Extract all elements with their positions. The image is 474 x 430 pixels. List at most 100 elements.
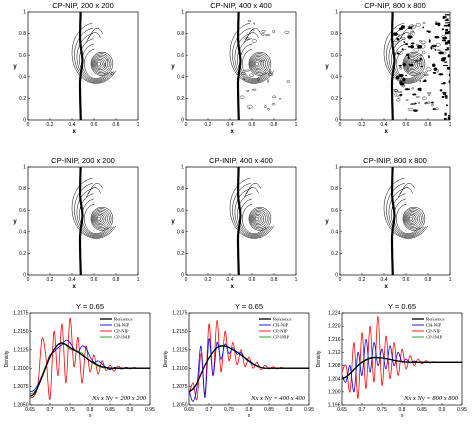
spurious-contour: [447, 31, 450, 34]
shock-front: [390, 167, 396, 275]
x-tick-label: 0: [27, 277, 30, 283]
spurious-contour: [242, 77, 246, 80]
y-tick-label: 1.224: [328, 311, 341, 317]
spurious-contour: [434, 35, 440, 39]
contour-panel-title: CP-INIP, 200 x 200: [51, 156, 115, 165]
wake-contour: [388, 188, 425, 237]
spurious-contour: [420, 44, 426, 49]
vortex-contour: [248, 51, 272, 76]
spurious-contour: [400, 25, 405, 29]
y-tick-label: 0.4: [19, 74, 26, 80]
y-tick-label: 0: [181, 273, 184, 279]
spurious-contour: [439, 89, 443, 92]
legend-label: Reference: [273, 317, 292, 322]
vortex-contour: [407, 58, 417, 69]
x-tick-label: 0.7: [206, 407, 213, 413]
spurious-contour: [286, 80, 290, 83]
spurious-contour: [442, 82, 446, 84]
upper-lobe: [244, 187, 259, 198]
spurious-contour: [279, 98, 282, 100]
y-tick-label: 0.4: [177, 229, 184, 235]
wake-contour: [239, 43, 267, 80]
spurious-contour: [407, 26, 414, 28]
vortex-contour: [254, 216, 259, 221]
panel-frame: [339, 166, 451, 276]
x-tick-label: 0.65: [337, 407, 347, 413]
spurious-contour: [397, 95, 402, 98]
series-group: [342, 315, 462, 399]
x-tick-label: 1: [449, 277, 452, 283]
spurious-contour: [398, 73, 404, 78]
shock-front: [78, 12, 84, 120]
y-tick-label: 0.2: [177, 251, 184, 257]
spurious-contour: [414, 102, 417, 105]
x-tick-label: 0.9: [439, 407, 446, 413]
contour-lines: [229, 167, 275, 275]
x-axis-label: x: [89, 413, 92, 419]
spurious-contour: [401, 48, 404, 51]
x-tick-label: 0.7: [47, 407, 54, 413]
vortex-contour: [96, 216, 101, 221]
series-line-reference: [30, 342, 150, 397]
wake-contour: [234, 188, 271, 237]
shock-front: [78, 167, 84, 275]
wake-contour: [386, 182, 427, 238]
spurious-contour: [443, 24, 449, 27]
spurious-contour: [251, 88, 257, 91]
vortex-contour: [253, 215, 261, 223]
shock-front: [390, 12, 396, 120]
x-tick-label: 0.7: [359, 407, 366, 413]
spurious-contour: [410, 42, 415, 45]
grid-size-annotation: Nx x Ny = 200 x 200: [91, 395, 147, 402]
wake-contour: [242, 203, 265, 234]
x-tick-label: 0.6: [403, 122, 410, 128]
x-tick-label: 0: [339, 122, 342, 128]
spurious-contour: [272, 95, 277, 99]
y-tick-label: 0.6: [177, 208, 184, 214]
y-tick-label: 1.212: [328, 350, 341, 356]
x-tick-label: 0.85: [417, 407, 427, 413]
vortex-contour: [251, 211, 266, 227]
wake-contour: [79, 38, 111, 81]
spurious-contour: [404, 88, 411, 91]
y-tick-label: 1.204: [328, 376, 341, 382]
y-tick-label: 0.8: [177, 31, 184, 37]
legend-label: CH-NIP: [114, 323, 130, 328]
series-line-ch-nip: [342, 338, 462, 393]
vortex-contour: [94, 57, 107, 71]
legend-label: Reference: [114, 317, 133, 322]
spurious-contour: [434, 22, 439, 26]
y-tick-label: 1.2150: [13, 329, 29, 335]
panel-frame: [339, 11, 451, 121]
vortex-contour: [91, 208, 112, 230]
vortex-contour: [248, 206, 272, 231]
spurious-contour: [394, 53, 397, 56]
wake-contour: [74, 182, 115, 238]
spurious-contour: [444, 14, 450, 16]
wake-contour: [386, 27, 427, 83]
wake-contour: [71, 22, 117, 84]
spurious-contour: [396, 98, 401, 102]
x-tick-label: 0: [27, 122, 30, 128]
x-tick-label: 0.85: [105, 407, 115, 413]
spurious-contour: [241, 72, 246, 75]
contour-panel: CP-NIP, 800 x 800 0 0.2 0.4 0.6 0.8 1 0 0.2 0.4 0.…: [325, 1, 451, 135]
spurious-contour: [445, 22, 450, 24]
x-tick-label: 0.8: [399, 407, 406, 413]
contour-lines: [229, 12, 290, 120]
spurious-contour: [406, 69, 409, 72]
spurious-contour: [419, 57, 423, 61]
x-axis-label: x: [231, 129, 235, 135]
spurious-contour: [251, 29, 255, 32]
series-line-cp-nip: [342, 315, 462, 399]
vortex-contour: [406, 57, 419, 71]
spurious-contour: [435, 21, 438, 23]
spurious-contour: [438, 73, 444, 76]
spurious-contour: [422, 96, 427, 100]
spurious-contour: [410, 103, 416, 106]
x-tick-label: 0.6: [249, 122, 256, 128]
y-tick-label: 1.196: [328, 403, 341, 409]
x-tick-label: 0.95: [145, 407, 155, 413]
spurious-contour: [445, 28, 449, 32]
spurious-contour: [110, 72, 114, 76]
